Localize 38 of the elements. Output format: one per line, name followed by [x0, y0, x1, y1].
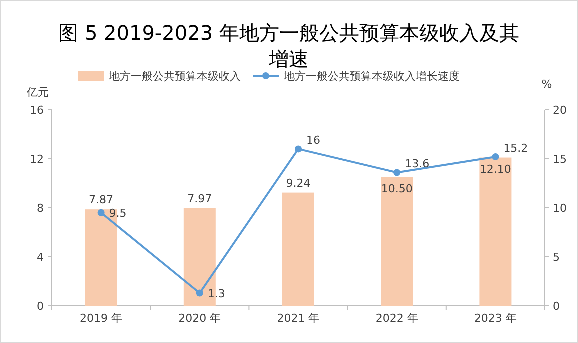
- data-label: 1.3: [208, 287, 226, 300]
- y-tick-label: 16: [30, 104, 44, 117]
- y2-tick-label: 0: [553, 300, 560, 313]
- legend-label: 地方一般公共预算本级收入增长速度: [283, 70, 460, 83]
- point: [492, 154, 500, 161]
- chart-title: 图 5 2019-2023 年地方一般公共预算本级收入及其增速: [58, 21, 520, 71]
- data-label: 9.5: [109, 206, 127, 220]
- y-tick-label: 4: [37, 251, 44, 264]
- point: [196, 290, 204, 297]
- y2-tick-label: 5: [553, 251, 560, 264]
- legend-label: 地方一般公共预算本级收入: [108, 70, 241, 83]
- data-label: 15.2: [504, 142, 528, 156]
- bar: [381, 177, 414, 306]
- data-label: 12.10: [480, 162, 512, 176]
- data-label: 7.87: [89, 194, 114, 207]
- x-tick-label: 2022 年: [376, 312, 418, 325]
- y-axis-title: 亿元: [26, 86, 49, 99]
- y2-tick-label: 15: [553, 153, 567, 166]
- point: [394, 169, 401, 176]
- y-tick-label: 0: [37, 300, 44, 313]
- data-label: 10.50: [381, 182, 413, 196]
- y2-tick-label: 20: [553, 104, 567, 117]
- x-tick-label: 2020 年: [178, 312, 222, 325]
- data-label: 16: [306, 134, 320, 148]
- bar: [480, 158, 512, 306]
- point: [98, 209, 105, 216]
- data-label: 13.6: [405, 158, 430, 171]
- data-label: 9.24: [286, 176, 311, 190]
- y2-axis-title: %: [542, 78, 552, 91]
- bar: [282, 192, 314, 306]
- x-tick-label: 2021 年: [277, 312, 320, 325]
- x-tick-label: 2019 年: [80, 312, 123, 325]
- y-tick-label: 12: [30, 153, 44, 166]
- point: [295, 146, 302, 153]
- y-tick-label: 8: [37, 202, 44, 215]
- x-tick-label: 2023 年: [474, 312, 517, 325]
- y2-tick-label: 10: [553, 202, 567, 215]
- data-label: 7.97: [188, 192, 212, 206]
